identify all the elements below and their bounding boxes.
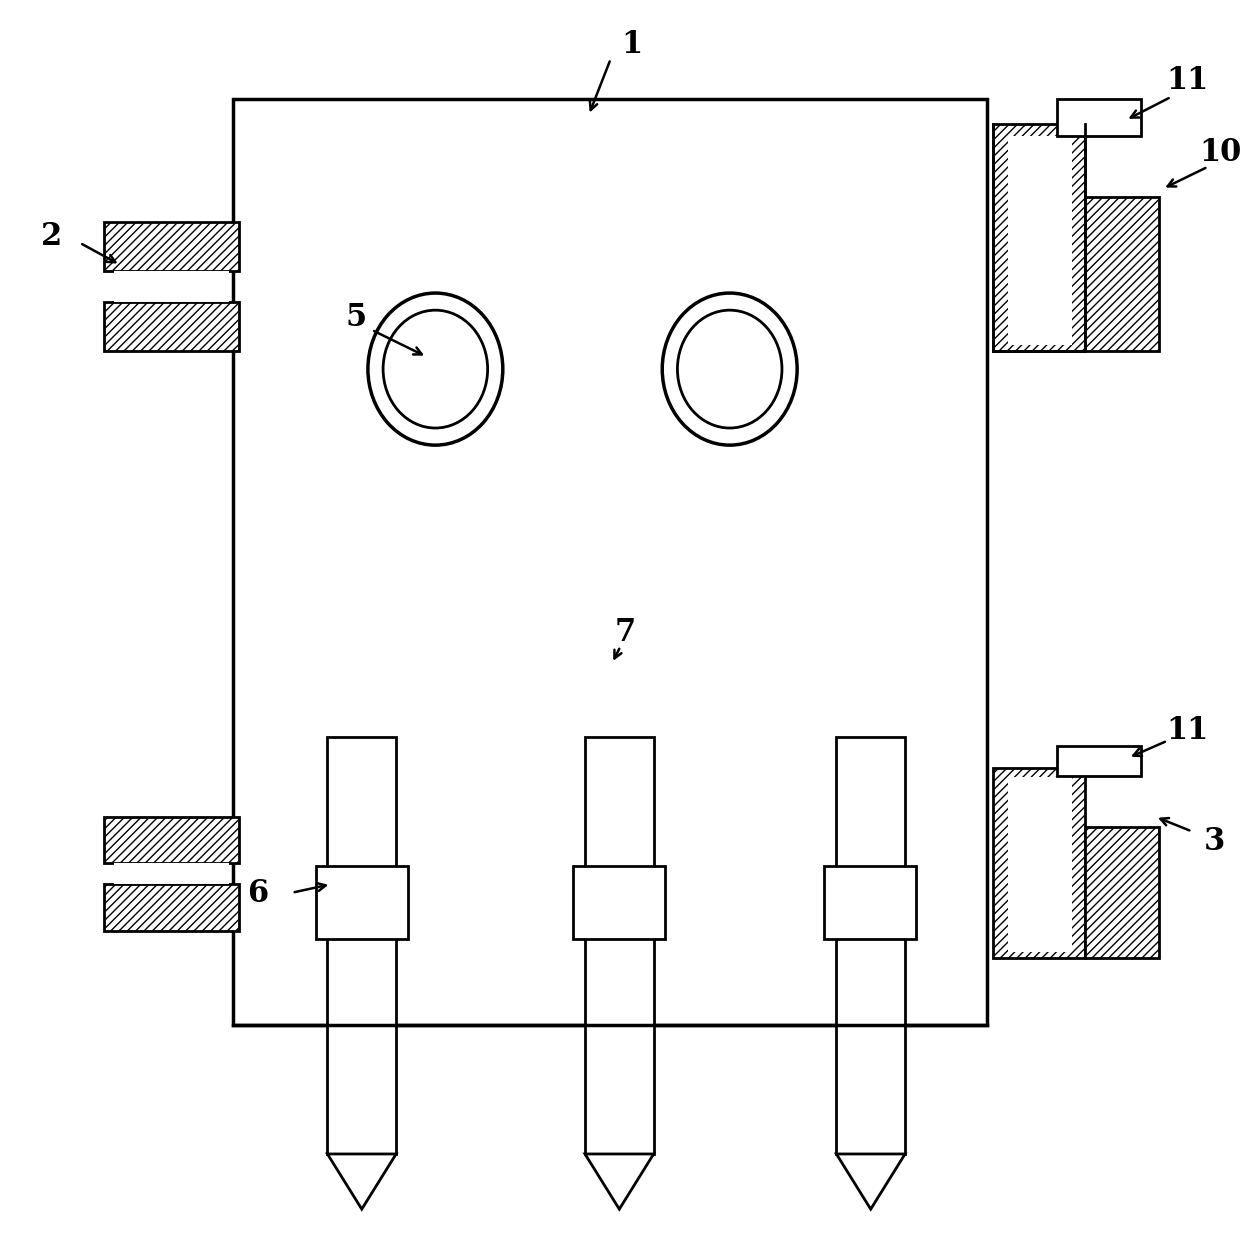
Polygon shape: [585, 1154, 653, 1209]
Bar: [114, 864, 229, 884]
Text: 10: 10: [1199, 137, 1240, 168]
Bar: [1058, 746, 1141, 777]
Bar: [104, 302, 239, 351]
Bar: [1008, 777, 1071, 952]
Bar: [114, 271, 229, 302]
Bar: [1008, 137, 1071, 345]
Ellipse shape: [662, 293, 797, 446]
Text: 2: 2: [41, 221, 62, 252]
Bar: [104, 817, 239, 864]
Ellipse shape: [677, 310, 782, 428]
Bar: [327, 737, 396, 1154]
Polygon shape: [327, 1154, 396, 1209]
Bar: [1085, 197, 1159, 351]
Bar: [993, 768, 1085, 958]
Bar: [1085, 827, 1159, 958]
Text: 11: 11: [1166, 66, 1208, 97]
Text: 5: 5: [345, 302, 366, 333]
Text: 1: 1: [621, 29, 642, 60]
Bar: [585, 737, 653, 1154]
Text: 7: 7: [615, 617, 636, 648]
Ellipse shape: [383, 310, 487, 428]
Ellipse shape: [368, 293, 502, 446]
Bar: [573, 866, 665, 939]
Bar: [233, 99, 987, 1025]
Bar: [104, 222, 239, 271]
Bar: [316, 866, 408, 939]
Text: 3: 3: [1203, 825, 1225, 856]
Bar: [837, 737, 905, 1154]
Polygon shape: [837, 1154, 905, 1209]
Bar: [993, 124, 1085, 351]
Text: 11: 11: [1166, 715, 1208, 746]
Bar: [104, 884, 239, 931]
Bar: [1058, 99, 1141, 137]
Text: 6: 6: [247, 879, 268, 910]
Bar: [825, 866, 916, 939]
